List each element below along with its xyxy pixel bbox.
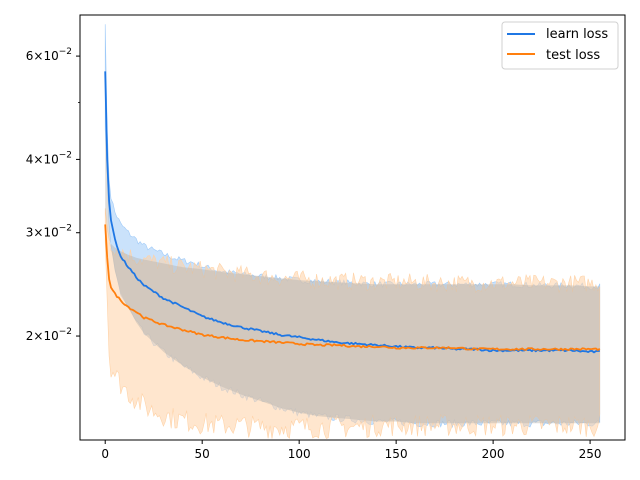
legend-label-test-loss: test loss	[546, 48, 600, 63]
legend: learn loss test loss	[501, 21, 619, 70]
x-tick-label: 250	[579, 447, 602, 461]
x-tick-label: 150	[385, 447, 408, 461]
x-tick-label: 0	[101, 447, 109, 461]
line-test-loss	[104, 224, 601, 351]
line-learn-loss	[104, 71, 600, 354]
y-tick-label: 3×10−2	[26, 224, 72, 240]
y-tick-label: 2×10−2	[26, 327, 72, 343]
x-tick-label: 200	[482, 447, 505, 461]
plot-frame	[79, 14, 626, 441]
x-axis: 0 50 100 150 200 250	[101, 440, 602, 461]
y-tick-label: 6×10−2	[26, 47, 72, 63]
x-tick-label: 100	[288, 447, 311, 461]
y-axis: 2×10−2 3×10−2 4×10−2 6×10−2	[26, 47, 80, 343]
x-tick-label: 50	[195, 447, 210, 461]
series-lines	[104, 71, 601, 354]
y-tick-label: 4×10−2	[26, 150, 72, 166]
legend-label-learn-loss: learn loss	[546, 27, 608, 42]
band-test-loss	[104, 208, 601, 439]
